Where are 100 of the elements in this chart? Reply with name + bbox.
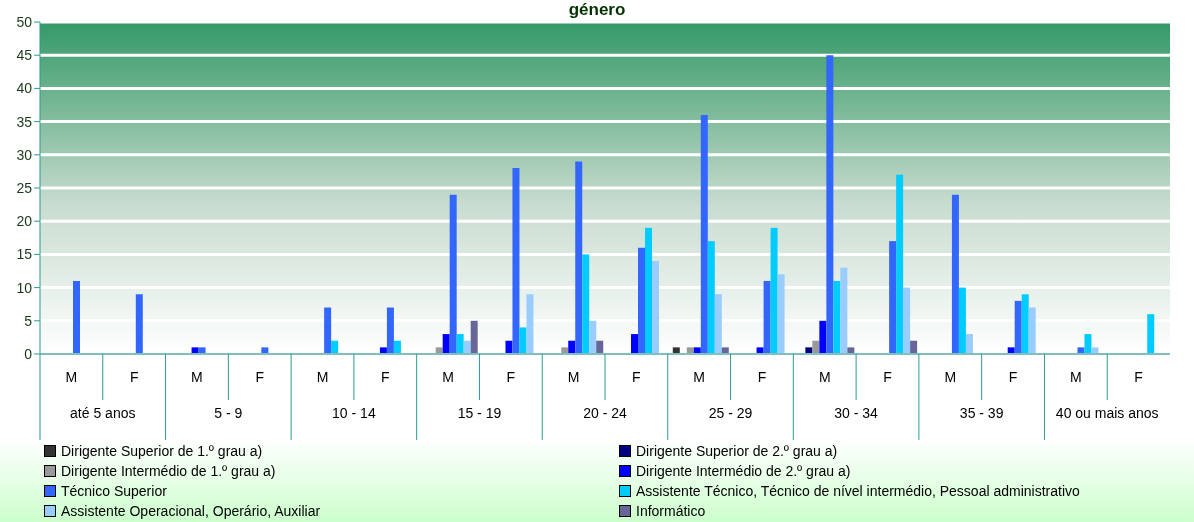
y-tick-label: 35 xyxy=(16,113,33,130)
x-tick-label: M xyxy=(1070,369,1082,385)
y-tick-label: 0 xyxy=(24,345,33,362)
bar xyxy=(191,347,199,354)
bar xyxy=(596,340,604,354)
bar xyxy=(393,340,401,354)
bar xyxy=(631,334,639,354)
bar xyxy=(1091,347,1099,354)
y-tick-label: 50 xyxy=(16,13,33,30)
x-tick-label: M xyxy=(316,369,329,385)
bar xyxy=(896,174,904,354)
bar xyxy=(456,334,464,354)
x-tick-label: M xyxy=(818,369,831,385)
y-tick-label: 45 xyxy=(16,47,33,64)
bar xyxy=(331,340,339,354)
bar xyxy=(707,241,715,354)
x-tick-label: M xyxy=(191,369,203,385)
x-tick-label: F xyxy=(632,369,641,385)
text: 30 - 34 xyxy=(834,405,879,421)
bar xyxy=(721,347,729,354)
x-tick-label: F xyxy=(1008,369,1018,385)
bar xyxy=(575,161,583,354)
x-tick-label: M xyxy=(442,369,454,385)
text: 15 - 19 xyxy=(457,405,502,421)
bar xyxy=(568,340,576,354)
text: 20 - 24 xyxy=(583,405,627,421)
bar xyxy=(951,194,959,354)
bar xyxy=(693,347,701,354)
x-tick-label: M xyxy=(693,369,705,385)
y-tick-label: 25 xyxy=(16,179,33,196)
y-tick-label: 20 xyxy=(16,213,33,230)
bar xyxy=(1028,307,1036,354)
bar xyxy=(463,340,471,354)
bar xyxy=(324,307,332,354)
bar xyxy=(135,294,143,354)
x-tick-label: F xyxy=(129,369,139,385)
bar xyxy=(833,280,841,354)
bar xyxy=(638,247,646,354)
text: até 5 anos xyxy=(70,405,136,421)
bar xyxy=(763,280,771,354)
bar xyxy=(889,241,897,354)
bar xyxy=(805,347,813,354)
x-tick-label: M xyxy=(567,369,580,385)
bar xyxy=(261,347,269,354)
y-tick-label: 30 xyxy=(16,146,33,163)
x-tick-label: F xyxy=(255,369,264,385)
bar xyxy=(770,227,778,354)
text: 40 ou mais anos xyxy=(1055,405,1159,421)
bar xyxy=(386,307,394,354)
x-tick-label: F xyxy=(757,369,767,385)
x-tick-label: F xyxy=(506,369,516,385)
x-tick-label: F xyxy=(381,369,390,385)
x-tick-label: F xyxy=(1134,369,1143,385)
bar xyxy=(519,327,527,354)
x-tick-label: M xyxy=(65,369,78,385)
bar xyxy=(756,347,764,354)
chart-title: género xyxy=(568,0,626,19)
y-tick-label: 5 xyxy=(24,312,33,329)
bar xyxy=(1077,347,1085,354)
legend-label: Informático xyxy=(636,503,706,519)
bar xyxy=(714,294,722,354)
text: 35 - 39 xyxy=(959,405,1004,421)
bar xyxy=(652,261,660,354)
bar xyxy=(435,347,443,354)
x-tick-label: F xyxy=(883,369,892,385)
legend-label: Dirigente Superior de 2.º grau a) xyxy=(636,443,838,459)
bar xyxy=(561,347,569,354)
bar xyxy=(470,320,478,354)
y-tick-label: 10 xyxy=(16,279,33,296)
bar xyxy=(958,287,966,354)
bar xyxy=(847,347,855,354)
bar xyxy=(777,274,785,354)
x-tick-label: M xyxy=(944,369,957,385)
bar xyxy=(672,347,680,354)
legend-label: Dirigente Superior de 1.º grau a) xyxy=(61,443,263,459)
bar xyxy=(965,334,973,354)
bar xyxy=(379,347,387,354)
legend-label: Assistente Operacional, Operário, Auxiliar xyxy=(61,503,321,519)
bar xyxy=(686,347,694,354)
text: 10 - 14 xyxy=(332,405,376,421)
bar xyxy=(512,168,520,354)
legend-label: Dirigente Intermédio de 1.º grau a) xyxy=(61,463,276,479)
legend-label: Técnico Superior xyxy=(61,483,167,499)
bar xyxy=(1147,314,1155,354)
y-tick-label: 15 xyxy=(16,246,33,263)
bar xyxy=(819,320,827,354)
bar xyxy=(903,287,911,354)
bar xyxy=(589,320,597,354)
bar xyxy=(1084,334,1092,354)
bar xyxy=(700,114,708,354)
legend-label: Dirigente Intermédio de 2.º grau a) xyxy=(636,463,851,479)
bar xyxy=(812,340,820,354)
text: 5 - 9 xyxy=(214,405,243,421)
bar xyxy=(1014,300,1022,354)
text: 25 - 29 xyxy=(708,405,753,421)
bar xyxy=(526,294,534,354)
legend-label: Assistente Técnico, Técnico de nível intermédio, Pessoal administrativo xyxy=(636,483,1080,499)
bar xyxy=(1021,294,1029,354)
bar xyxy=(840,267,848,354)
y-tick-label: 40 xyxy=(16,80,33,97)
